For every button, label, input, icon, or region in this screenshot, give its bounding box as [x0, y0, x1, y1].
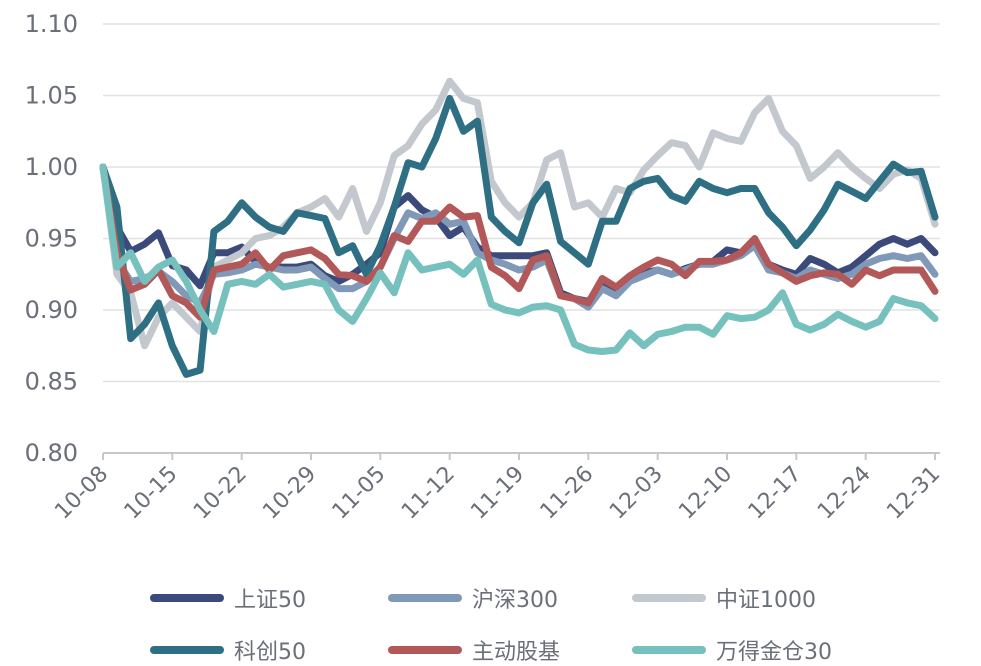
x-tick-label: 10-22 [189, 462, 252, 525]
x-tick-label: 10-15 [120, 462, 183, 525]
y-tick-label: 0.95 [25, 225, 78, 253]
y-tick-label: 1.00 [25, 153, 78, 181]
x-axis: 10-0810-1510-2210-2911-0511-1211-1911-26… [50, 453, 945, 524]
x-tick-label: 12-17 [744, 462, 807, 525]
x-tick-label: 10-29 [258, 462, 321, 525]
y-tick-label: 0.85 [25, 368, 78, 396]
y-tick-label: 0.80 [25, 439, 78, 467]
y-tick-label: 1.10 [25, 10, 78, 38]
x-tick-label: 12-24 [813, 462, 876, 525]
y-tick-label: 0.90 [25, 296, 78, 324]
x-tick-label: 10-08 [50, 462, 113, 525]
x-tick-label: 11-05 [328, 462, 391, 525]
x-tick-label: 12-10 [674, 462, 737, 525]
series-lines [103, 81, 935, 374]
x-tick-label: 11-19 [466, 462, 529, 525]
x-tick-label: 11-12 [397, 462, 460, 525]
y-axis-tick-labels: 0.80 0.85 0.90 0.95 1.00 1.05 1.10 [25, 10, 78, 467]
x-tick-label: 12-31 [882, 462, 945, 525]
x-tick-label: 11-26 [536, 462, 599, 525]
y-tick-label: 1.05 [25, 82, 78, 110]
line-chart: 0.800.850.900.951.001.051.10 10-0810-151… [0, 0, 981, 666]
series-line-中证1000 [103, 81, 935, 346]
x-tick-label: 12-03 [605, 462, 668, 525]
